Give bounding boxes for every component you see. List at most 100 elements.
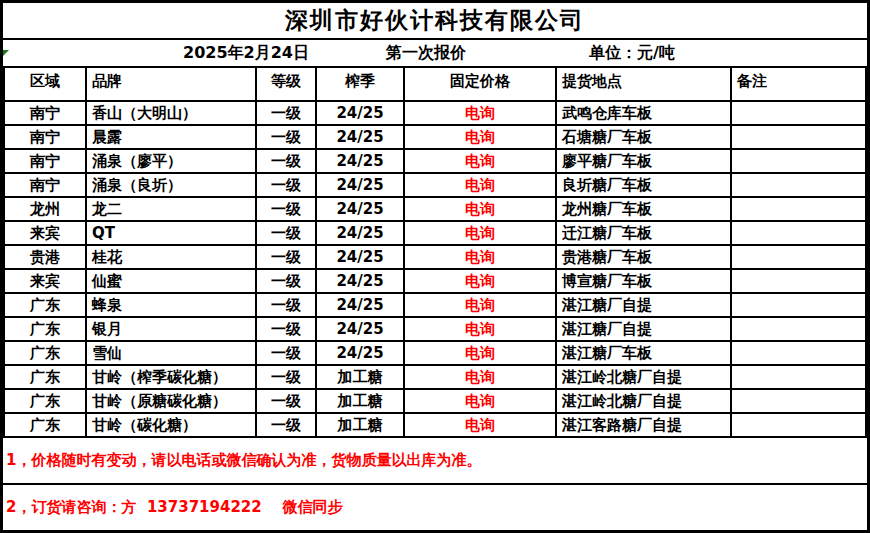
column-header-remark: 备注 [731,67,866,101]
cell-region: 来宾 [4,269,86,293]
cell-remark [731,125,866,149]
cell-pickup-location: 湛江岭北糖厂自提 [556,365,731,389]
cell-brand: 雪仙 [86,341,256,365]
cell-grade: 一级 [256,341,316,365]
cell-grade: 一级 [256,317,316,341]
cell-region: 广东 [4,293,86,317]
table-row: 来宾QT一级24/25电询迁江糖厂车板 [4,221,866,245]
cell-fixed-price: 电询 [404,101,556,125]
cell-season: 24/25 [316,341,404,365]
cell-season: 24/25 [316,293,404,317]
table-header-row: 区域 品牌 等级 榨季 固定价格 提货地点 备注 [4,67,866,101]
column-header-pickup-location: 提货地点 [556,67,731,101]
cell-season: 加工糖 [316,365,404,389]
cell-remark [731,413,866,437]
note-price-disclaimer: 1，价格随时有变动，请以电话或微信确认为准，货物质量以出库为准。 [3,438,867,483]
price-table: 区域 品牌 等级 榨季 固定价格 提货地点 备注 南宁香山（大明山）一级24/2… [3,66,867,438]
cell-fixed-price: 电询 [404,221,556,245]
cell-grade: 一级 [256,101,316,125]
column-header-brand: 品牌 [86,67,256,101]
cell-region: 广东 [4,317,86,341]
cell-region: 南宁 [4,149,86,173]
meta-row: 2025年2月24日 第一次报价 单位：元/吨 [3,40,867,66]
column-header-fixed-price: 固定价格 [404,67,556,101]
cell-brand: 涌泉（廖平） [86,149,256,173]
cell-region: 广东 [4,341,86,365]
cell-season: 24/25 [316,221,404,245]
note-order-contact: 2，订货请咨询：方 13737194222 微信同步 [3,483,867,530]
price-table-body: 南宁香山（大明山）一级24/25电询武鸣仓库车板南宁晨露一级24/25电询石塘糖… [4,101,866,437]
cell-region: 广东 [4,365,86,389]
cell-grade: 一级 [256,269,316,293]
cell-pickup-location: 博宣糖厂车板 [556,269,731,293]
cell-brand: 银月 [86,317,256,341]
cell-season: 24/25 [316,125,404,149]
cell-grade: 一级 [256,197,316,221]
cell-fixed-price: 电询 [404,149,556,173]
cell-brand: QT [86,221,256,245]
cell-season: 加工糖 [316,413,404,437]
cell-fixed-price: 电询 [404,389,556,413]
table-row: 南宁涌泉（良圻）一级24/25电询良圻糖厂车板 [4,173,866,197]
cell-pickup-location: 廖平糖厂车板 [556,149,731,173]
cell-region: 来宾 [4,221,86,245]
table-row: 龙州龙二一级24/25电询龙州糖厂车板 [4,197,866,221]
cell-grade: 一级 [256,389,316,413]
cell-brand: 桂花 [86,245,256,269]
cell-brand: 龙二 [86,197,256,221]
cell-season: 24/25 [316,197,404,221]
cell-region: 南宁 [4,173,86,197]
cell-pickup-location: 湛江岭北糖厂自提 [556,389,731,413]
table-row: 广东银月一级24/25电询湛江糖厂自提 [4,317,866,341]
cell-pickup-location: 石塘糖厂车板 [556,125,731,149]
cell-remark [731,389,866,413]
cell-fixed-price: 电询 [404,173,556,197]
cell-remark [731,341,866,365]
cell-fixed-price: 电询 [404,245,556,269]
footer-notes: 1，价格随时有变动，请以电话或微信确认为准，货物质量以出库为准。 2，订货请咨询… [3,438,867,530]
column-header-season: 榨季 [316,67,404,101]
cell-remark [731,173,866,197]
cell-season: 24/25 [316,245,404,269]
cell-brand: 甘岭（原糖碳化糖） [86,389,256,413]
excel-error-marker-icon [3,50,9,56]
cell-fixed-price: 电询 [404,365,556,389]
quote-sheet: 深圳市好伙计科技有限公司 2025年2月24日 第一次报价 单位：元/吨 区域 … [0,0,870,533]
table-row: 南宁晨露一级24/25电询石塘糖厂车板 [4,125,866,149]
cell-pickup-location: 武鸣仓库车板 [556,101,731,125]
quote-round: 第一次报价 [386,43,466,64]
cell-season: 24/25 [316,173,404,197]
cell-fixed-price: 电询 [404,317,556,341]
cell-remark [731,149,866,173]
cell-season: 加工糖 [316,389,404,413]
cell-brand: 香山（大明山） [86,101,256,125]
table-row: 南宁涌泉（廖平）一级24/25电询廖平糖厂车板 [4,149,866,173]
table-row: 南宁香山（大明山）一级24/25电询武鸣仓库车板 [4,101,866,125]
cell-grade: 一级 [256,125,316,149]
cell-season: 24/25 [316,149,404,173]
table-row: 广东甘岭（碳化糖）一级加工糖电询湛江客路糖厂自提 [4,413,866,437]
cell-pickup-location: 湛江客路糖厂自提 [556,413,731,437]
cell-pickup-location: 龙州糖厂车板 [556,197,731,221]
cell-remark [731,197,866,221]
cell-grade: 一级 [256,293,316,317]
cell-brand: 涌泉（良圻） [86,173,256,197]
cell-grade: 一级 [256,173,316,197]
cell-pickup-location: 良圻糖厂车板 [556,173,731,197]
cell-season: 24/25 [316,101,404,125]
cell-pickup-location: 湛江糖厂自提 [556,317,731,341]
cell-brand: 仙蜜 [86,269,256,293]
cell-fixed-price: 电询 [404,293,556,317]
company-title: 深圳市好伙计科技有限公司 [3,3,867,40]
cell-season: 24/25 [316,317,404,341]
table-row: 广东甘岭（榨季碳化糖）一级加工糖电询湛江岭北糖厂自提 [4,365,866,389]
cell-grade: 一级 [256,413,316,437]
table-row: 广东蜂泉一级24/25电询湛江糖厂自提 [4,293,866,317]
cell-season: 24/25 [316,269,404,293]
cell-remark [731,365,866,389]
cell-fixed-price: 电询 [404,269,556,293]
cell-fixed-price: 电询 [404,125,556,149]
cell-region: 南宁 [4,101,86,125]
cell-remark [731,221,866,245]
cell-remark [731,269,866,293]
